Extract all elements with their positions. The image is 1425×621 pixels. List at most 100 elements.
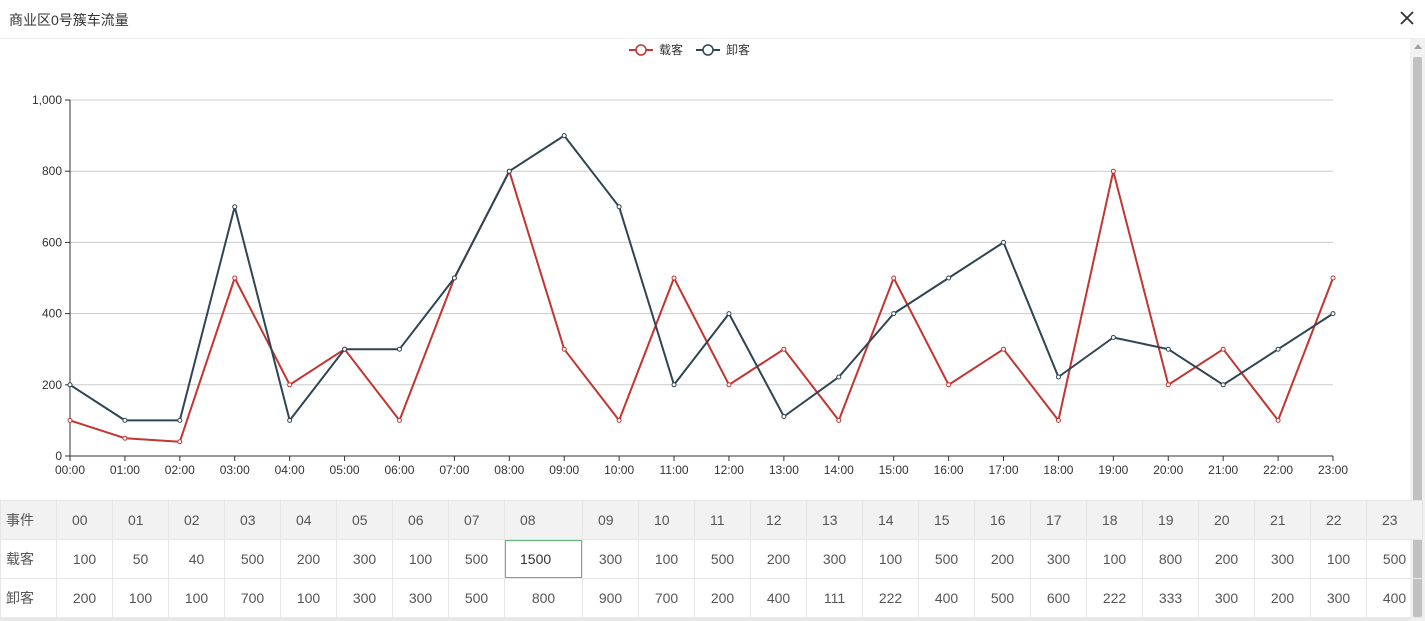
table-cell[interactable]: 200 xyxy=(694,578,751,618)
table-cell[interactable]: 40 xyxy=(168,539,225,579)
data-point xyxy=(177,417,183,423)
horizontal-scrollbar[interactable] xyxy=(0,617,1410,621)
x-tick-label: 05:00 xyxy=(330,463,360,477)
table-cell[interactable]: 100 xyxy=(168,578,225,618)
hour-header-cell: 18 xyxy=(1086,500,1143,540)
data-point xyxy=(836,417,842,423)
scroll-up-icon[interactable] xyxy=(1414,44,1422,49)
window-titlebar: 商业区0号簇车流量 xyxy=(0,0,1425,39)
data-point xyxy=(122,435,128,441)
hour-header-cell: 09 xyxy=(582,500,639,540)
x-tick-label: 00:00 xyxy=(55,463,85,477)
table-cell[interactable]: 100 xyxy=(56,539,113,579)
table-cell[interactable]: 300 xyxy=(336,578,393,618)
table-cell[interactable]: 500 xyxy=(224,539,281,579)
data-point xyxy=(1001,239,1007,245)
vertical-scrollbar[interactable] xyxy=(1410,39,1425,621)
table-cell[interactable]: 222 xyxy=(1086,578,1143,618)
table-cell[interactable]: 100 xyxy=(280,578,337,618)
legend-marker xyxy=(702,44,714,56)
table-cell[interactable]: 300 xyxy=(582,539,639,579)
hour-header-cell: 22 xyxy=(1310,500,1367,540)
close-icon[interactable] xyxy=(1399,10,1415,26)
table-cell[interactable]: 700 xyxy=(224,578,281,618)
table-cell[interactable]: 100 xyxy=(862,539,919,579)
data-point xyxy=(287,382,293,388)
table-cell[interactable]: 300 xyxy=(806,539,863,579)
legend-marker xyxy=(635,44,647,56)
table-cell[interactable]: 400 xyxy=(918,578,975,618)
table-cell[interactable]: 800 xyxy=(504,578,583,618)
table-cell[interactable]: 300 xyxy=(392,578,449,618)
table-cell[interactable]: 400 xyxy=(750,578,807,618)
data-point xyxy=(1165,346,1171,352)
x-tick-label: 10:00 xyxy=(604,463,634,477)
table-cell[interactable]: 200 xyxy=(56,578,113,618)
table-cell[interactable]: 222 xyxy=(862,578,919,618)
table-cell[interactable]: 500 xyxy=(1366,539,1423,579)
traffic-chart: 0 200 400 600 800 1,000 00:00 01:00 02:00 03:00 04… xyxy=(0,39,1410,499)
hour-header-cell: 23 xyxy=(1366,500,1423,540)
table-cell[interactable]: 500 xyxy=(448,578,505,618)
hour-header-cell: 05 xyxy=(336,500,393,540)
data-point xyxy=(67,382,73,388)
x-tick-label: 23:00 xyxy=(1318,463,1348,477)
data-point xyxy=(1220,382,1226,388)
table-cell[interactable]: 111 xyxy=(806,578,863,618)
table-cell[interactable]: 200 xyxy=(1198,539,1255,579)
table-cell[interactable]: 100 xyxy=(638,539,695,579)
table-cell[interactable]: 50 xyxy=(112,539,169,579)
table-cell[interactable]: 100 xyxy=(392,539,449,579)
data-point xyxy=(232,204,238,210)
table-cell[interactable]: 300 xyxy=(1310,578,1367,618)
x-tick-label: 21:00 xyxy=(1208,463,1238,477)
table-cell[interactable]: 200 xyxy=(1254,578,1311,618)
table-cell[interactable]: 100 xyxy=(112,578,169,618)
hour-header-cell: 16 xyxy=(974,500,1031,540)
table-cell[interactable]: 500 xyxy=(974,578,1031,618)
table-cell[interactable]: 100 xyxy=(1310,539,1367,579)
x-tick-label: 01:00 xyxy=(110,463,140,477)
table-cell[interactable]: 500 xyxy=(694,539,751,579)
table-cell[interactable]: 300 xyxy=(336,539,393,579)
table-row: 载客10050405002003001005003001005002003001… xyxy=(0,539,1423,579)
hour-header-cell: 17 xyxy=(1030,500,1087,540)
y-tick-label: 600 xyxy=(42,235,62,249)
table-cell[interactable]: 300 xyxy=(1030,539,1087,579)
cell-edit-input[interactable] xyxy=(505,540,582,578)
y-tick-label: 400 xyxy=(42,307,62,321)
table-cell[interactable]: 200 xyxy=(750,539,807,579)
table-cell[interactable]: 800 xyxy=(1142,539,1199,579)
data-point xyxy=(1275,346,1281,352)
y-tick-label: 200 xyxy=(42,378,62,392)
data-point xyxy=(561,346,567,352)
hour-header-cell: 04 xyxy=(280,500,337,540)
table-cell[interactable]: 500 xyxy=(918,539,975,579)
table-cell-editing[interactable] xyxy=(504,539,583,579)
scrollbar-thumb[interactable] xyxy=(1413,57,1422,617)
y-tick-label: 1,000 xyxy=(32,93,62,107)
window-title: 商业区0号簇车流量 xyxy=(9,12,129,28)
table-cell[interactable]: 500 xyxy=(448,539,505,579)
table-cell[interactable]: 300 xyxy=(1198,578,1255,618)
data-point xyxy=(1330,311,1336,317)
x-tick-label: 11:00 xyxy=(659,463,688,477)
data-point xyxy=(726,311,732,317)
hour-header-cell: 08 xyxy=(504,500,583,540)
series-line-0 xyxy=(69,170,1334,443)
table-cell[interactable]: 200 xyxy=(974,539,1031,579)
data-point xyxy=(726,382,732,388)
table-cell[interactable]: 600 xyxy=(1030,578,1087,618)
table-cell[interactable]: 300 xyxy=(1254,539,1311,579)
data-point xyxy=(1330,275,1336,281)
table-cell[interactable]: 200 xyxy=(280,539,337,579)
table-cell[interactable]: 333 xyxy=(1142,578,1199,618)
hour-header-cell: 20 xyxy=(1198,500,1255,540)
table-cell[interactable]: 900 xyxy=(582,578,639,618)
data-point xyxy=(616,204,622,210)
hour-header-cell: 11 xyxy=(694,500,751,540)
hour-header-cell: 13 xyxy=(806,500,863,540)
table-cell[interactable]: 700 xyxy=(638,578,695,618)
table-cell[interactable]: 100 xyxy=(1086,539,1143,579)
table-cell[interactable]: 400 xyxy=(1366,578,1423,618)
